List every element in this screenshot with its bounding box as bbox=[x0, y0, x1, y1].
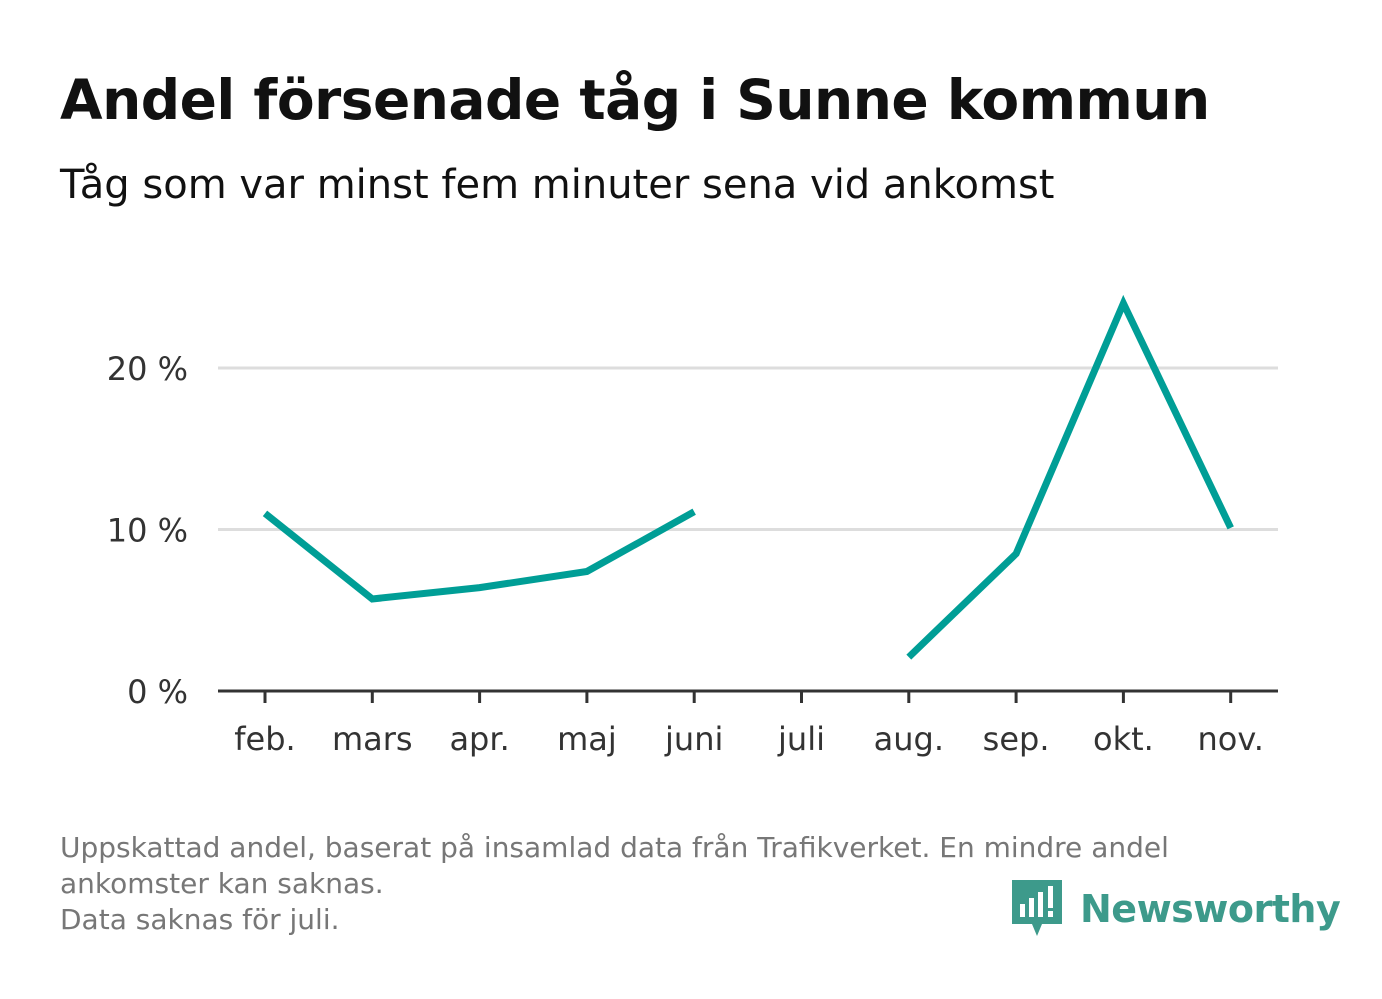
bar-chart-speech-bubble-icon bbox=[1012, 880, 1062, 936]
x-tick-label: okt. bbox=[1093, 720, 1154, 758]
x-tick-label: aug. bbox=[874, 720, 944, 758]
x-axis bbox=[218, 689, 1278, 703]
series-layer bbox=[262, 294, 1234, 660]
y-tick-label: 10 % bbox=[107, 512, 188, 550]
y-tick-label: 0 % bbox=[127, 673, 188, 711]
x-tick-label: maj bbox=[557, 720, 617, 758]
grid-layer bbox=[218, 366, 1278, 531]
chart-subtitle: Tåg som var minst fem minuter sena vid a… bbox=[60, 162, 1055, 208]
x-tick-label: sep. bbox=[983, 720, 1050, 758]
chart-footnote: Uppskattad andel, baserat på insamlad da… bbox=[60, 830, 1320, 938]
newsworthy-logo: Newsworthy bbox=[1012, 880, 1341, 938]
footnote-line-3: Data saknas för juli. bbox=[60, 903, 340, 936]
logo-text: Newsworthy bbox=[1080, 887, 1341, 931]
x-tick-label: juli bbox=[777, 720, 825, 758]
x-tick-label: apr. bbox=[449, 720, 509, 758]
x-tick-label: feb. bbox=[234, 720, 295, 758]
x-tick-label: mars bbox=[332, 720, 413, 758]
x-tick-label: nov. bbox=[1197, 720, 1263, 758]
x-axis-labels: feb. mars apr. maj juni juli aug. sep. okt. nov. bbox=[234, 720, 1264, 758]
chart-title: Andel försenade tåg i Sunne kommun bbox=[60, 68, 1210, 132]
x-tick-label: juni bbox=[664, 720, 723, 758]
footnote-line-1: Uppskattad andel, baserat på insamlad da… bbox=[60, 831, 1169, 864]
footnote-line-2: ankomster kan saknas. bbox=[60, 867, 384, 900]
y-axis-labels: 0 % 10 % 20 % bbox=[107, 350, 188, 711]
y-tick-label: 20 % bbox=[107, 350, 188, 388]
series-line-segment bbox=[262, 508, 696, 603]
series-line-segment bbox=[906, 294, 1234, 660]
